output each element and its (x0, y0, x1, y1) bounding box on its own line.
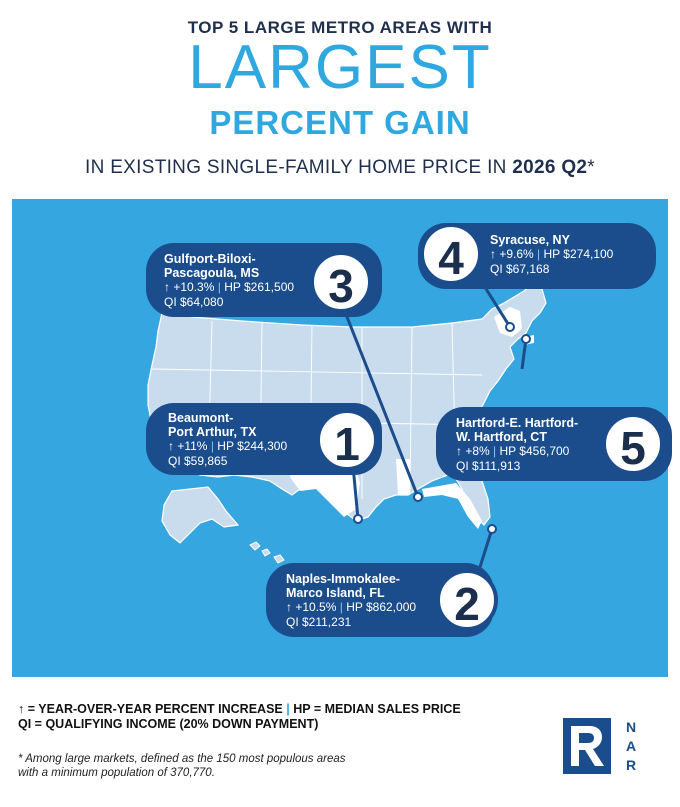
metro-qi: QI $111,913 (456, 459, 521, 473)
legend: ↑ = YEAR-OVER-YEAR PERCENT INCREASE | HP… (18, 702, 461, 732)
leader-line-2 (478, 528, 494, 568)
realtor-r-glyph (563, 718, 611, 774)
rank-badge-4: 4 (420, 223, 482, 285)
metro-stats: ↑ +10.5% | HP $862,000 (286, 600, 417, 614)
logo-letter-n: N (625, 719, 639, 735)
metro-name: Beaumont- Port Arthur, TX (168, 411, 257, 439)
subtitle-asterisk: * (587, 157, 595, 178)
map-panel: Gulfport-Biloxi- Pascagoula, MS ↑ +10.3% … (12, 199, 672, 677)
metro-qi: QI $64,080 (164, 295, 224, 309)
metro-qi: QI $67,168 (490, 262, 550, 276)
hawaii-shape (249, 541, 285, 564)
arrow-up-icon: ↑ (490, 247, 496, 261)
metro-stats: ↑ +9.6% | HP $274,100 (490, 247, 614, 261)
rank-badge-5: 5 (602, 413, 664, 475)
metro-stats: ↑ +11% | HP $244,300 (168, 439, 288, 453)
metro-name: Syracuse, NY (490, 233, 570, 247)
legend-line-2: QI = QUALIFYING INCOME (20% DOWN PAYMENT… (18, 717, 319, 731)
subtitle-prefix: IN EXISTING SINGLE-FAMILY HOME PRICE IN (85, 157, 513, 178)
metro-name: Gulfport-Biloxi- Pascagoula, MS (164, 252, 260, 280)
leader-dots (353, 322, 531, 534)
footnote-line-1: * Among large markets, defined as the 15… (18, 753, 346, 765)
metro-stats: ↑ +10.3% | HP $261,500 (164, 280, 295, 294)
arrow-up-icon: ↑ (164, 280, 170, 294)
leader-line-5 (520, 338, 528, 370)
leader-line-3 (334, 288, 420, 498)
rank-badge-1: 1 (316, 409, 378, 471)
logo-letter-r: R (625, 757, 639, 773)
rank-badge-2: 2 (436, 569, 498, 631)
realtor-r-logo-icon (563, 718, 611, 774)
headline-subtitle: IN EXISTING SINGLE-FAMILY HOME PRICE IN … (0, 157, 680, 179)
metro-qi: QI $211,231 (286, 615, 352, 629)
florida-highlight (422, 483, 482, 529)
metro-name: Naples-Immokalee- Marco Island, FL (286, 572, 400, 600)
mississippi-highlight (396, 459, 410, 495)
headline-top: TOP 5 LARGE METRO AREAS WITH (187, 18, 493, 37)
alaska-shape (161, 486, 240, 544)
headline-percent-gain: PERCENT GAIN (209, 104, 471, 141)
metro-qi: QI $59,865 (168, 454, 228, 468)
rank-badge-3: 3 (310, 251, 372, 313)
footnote: * Among large markets, defined as the 15… (18, 752, 438, 780)
metro-stats: ↑ +8% | HP $456,700 (456, 444, 570, 458)
arrow-up-icon: ↑ (286, 600, 292, 614)
headline-largest: LARGEST (188, 33, 492, 102)
metro-name: Hartford-E. Hartford- W. Hartford, CT (456, 416, 579, 444)
arrow-up-icon: ↑ (456, 444, 462, 458)
arrow-up-icon: ↑ (168, 439, 174, 453)
logo-letter-a: A (625, 738, 639, 754)
legend-line-1: ↑ = YEAR-OVER-YEAR PERCENT INCREASE | HP… (18, 702, 461, 716)
footnote-line-2: with a minimum population of 370,770. (18, 767, 215, 779)
nar-logo-letters: N A R (622, 718, 642, 775)
subtitle-period: 2026 Q2 (512, 157, 588, 178)
